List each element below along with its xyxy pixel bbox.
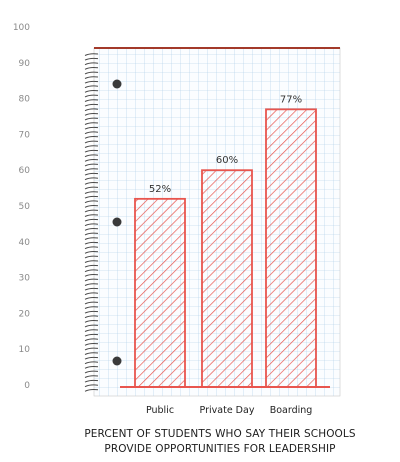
x-category-label: Private Day bbox=[200, 405, 255, 416]
binder-hole bbox=[112, 79, 122, 89]
binder-hole bbox=[112, 356, 122, 366]
y-tick-label: 100 bbox=[13, 23, 30, 33]
binder-holes bbox=[112, 79, 122, 366]
value-labels: 52% 60% 77% bbox=[149, 94, 302, 195]
spiral-binding bbox=[84, 53, 99, 392]
bars bbox=[134, 108, 317, 388]
binder-hole bbox=[112, 217, 122, 227]
chart-title-line-2: PROVIDE OPPORTUNITIES FOR LEADERSHIP bbox=[104, 443, 336, 455]
bar-boarding bbox=[265, 108, 317, 388]
y-tick-label: 70 bbox=[19, 130, 31, 140]
value-label: 60% bbox=[216, 155, 238, 166]
value-label: 77% bbox=[280, 94, 302, 105]
x-category-label: Boarding bbox=[270, 405, 313, 416]
y-tick-label: 80 bbox=[19, 95, 31, 105]
y-tick-label: 10 bbox=[19, 345, 31, 355]
x-axis-category-labels: Public Private Day Boarding bbox=[146, 405, 312, 416]
y-tick-label: 20 bbox=[19, 309, 31, 319]
bar-private-day bbox=[201, 169, 253, 388]
y-tick-label: 40 bbox=[19, 238, 31, 248]
y-tick-label: 50 bbox=[19, 202, 31, 212]
y-tick-label: 0 bbox=[24, 381, 30, 391]
x-category-label: Public bbox=[146, 405, 174, 416]
chart-title-line-1: PERCENT OF STUDENTS WHO SAY THEIR SCHOOL… bbox=[84, 428, 356, 440]
y-tick-label: 30 bbox=[19, 274, 31, 284]
bar-public bbox=[134, 197, 186, 388]
y-tick-label: 60 bbox=[19, 166, 31, 176]
value-label: 52% bbox=[149, 184, 171, 195]
y-axis-tick-labels: 0 10 20 30 40 50 60 70 80 90 100 bbox=[13, 23, 30, 391]
y-tick-label: 90 bbox=[19, 59, 31, 69]
